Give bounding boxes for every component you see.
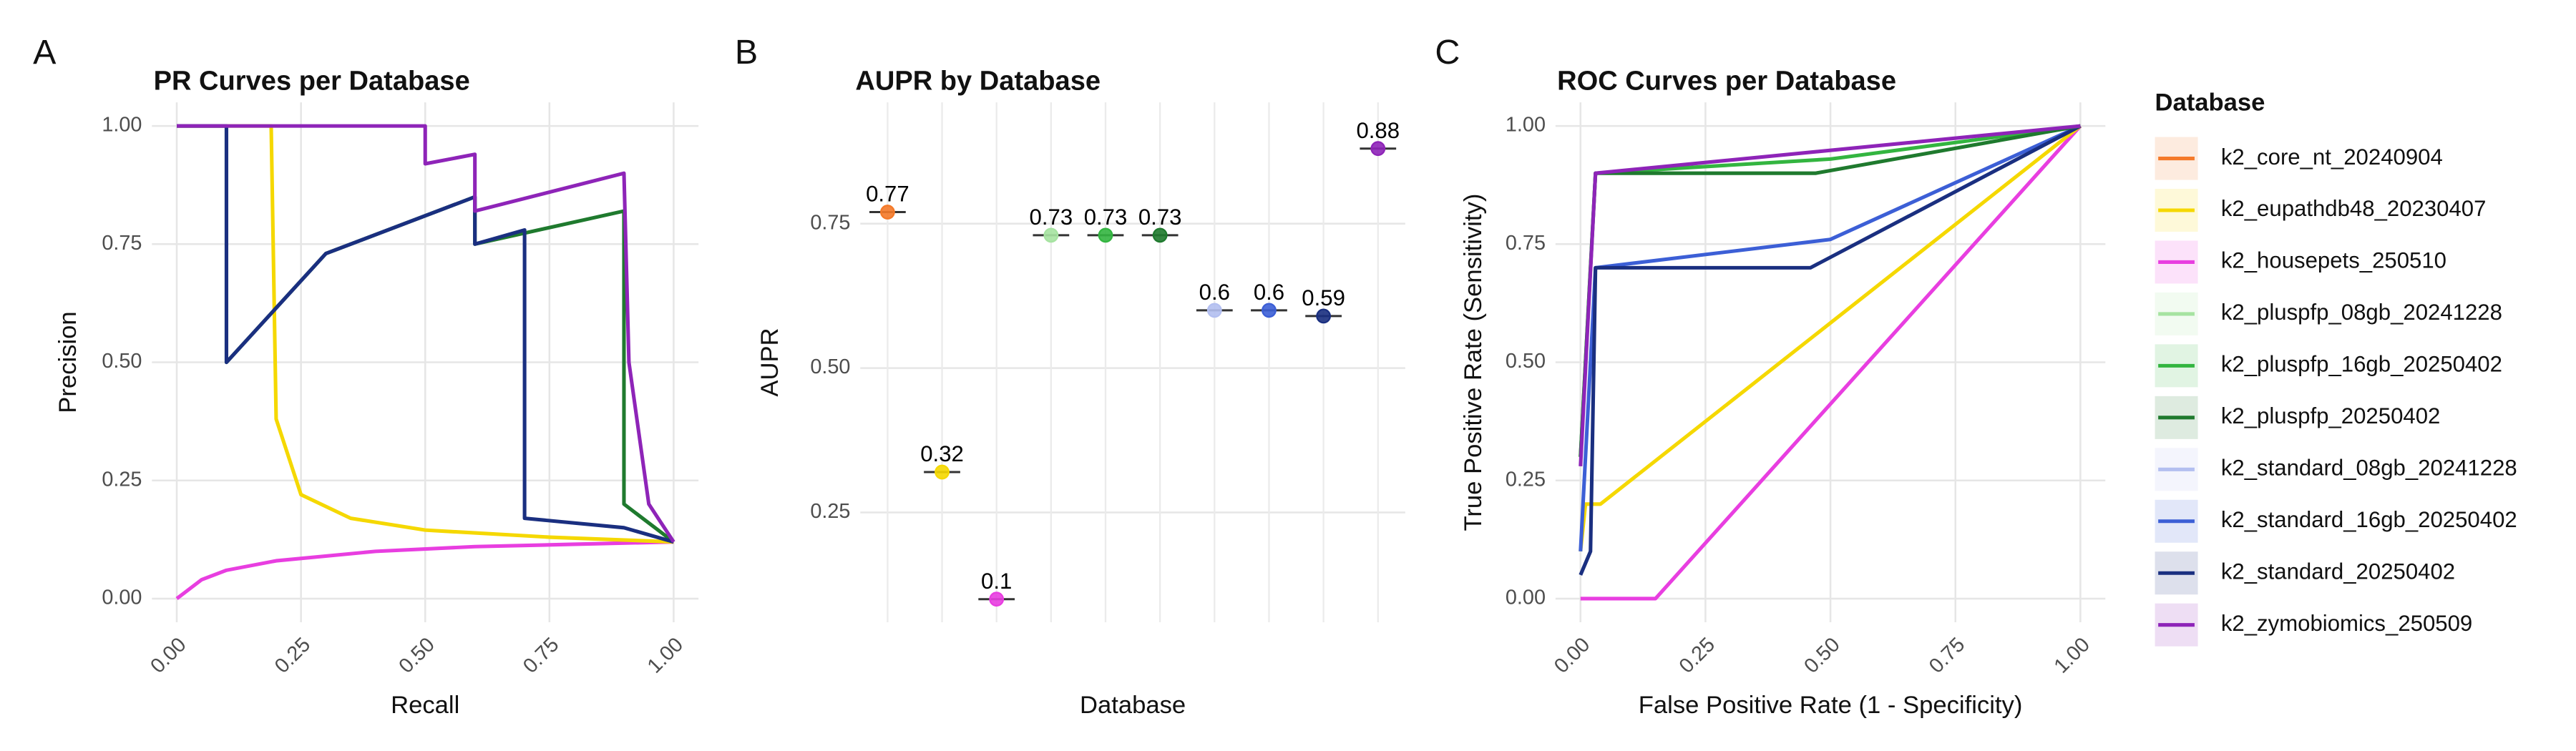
- curve: [177, 124, 675, 544]
- value-label: 0.59: [1302, 285, 1345, 310]
- panel-title: AUPR by Database: [855, 66, 1101, 96]
- value-label: 0.73: [1138, 205, 1182, 230]
- legend-label: k2_pluspfp_08gb_20241228: [2221, 300, 2502, 325]
- y-tick-label: 0.00: [102, 586, 142, 609]
- y-tick-label: 0.75: [810, 211, 850, 234]
- y-tick-label: 1.00: [1506, 114, 1546, 137]
- x-axis-label: Recall: [391, 692, 459, 719]
- value-label: 0.1: [981, 569, 1012, 594]
- legend-label: k2_pluspfp_16gb_20250402: [2221, 352, 2502, 377]
- curve: [177, 124, 675, 544]
- value-label: 0.88: [1356, 118, 1400, 143]
- legend-label: k2_housepets_250510: [2221, 248, 2446, 273]
- legend-label: k2_standard_16gb_20250402: [2221, 507, 2517, 532]
- point: [989, 592, 1005, 607]
- legend-label: k2_pluspfp_20250402: [2221, 403, 2441, 428]
- legend-label: k2_zymobiomics_250509: [2221, 611, 2472, 636]
- y-tick-label: 0.75: [1506, 232, 1546, 255]
- curve: [175, 540, 674, 600]
- legend-label: k2_standard_20250402: [2221, 559, 2455, 584]
- y-axis-label: True Positive Rate (Sensitivity): [1460, 194, 1487, 531]
- x-axis-label: Database: [1080, 692, 1186, 719]
- y-tick-label: 0.50: [810, 355, 850, 378]
- y-tick-label: 0.50: [1506, 350, 1546, 373]
- y-tick-label: 0.50: [102, 350, 142, 373]
- value-label: 0.73: [1030, 205, 1073, 230]
- y-tick-label: 0.25: [102, 468, 142, 491]
- point: [1316, 308, 1331, 324]
- legend-title: Database: [2155, 89, 2265, 117]
- y-tick-label: 0.75: [102, 232, 142, 255]
- curve: [177, 124, 674, 544]
- y-tick-label: 0.25: [1506, 468, 1546, 491]
- value-label: 0.77: [866, 182, 909, 207]
- point: [1152, 227, 1168, 243]
- point: [1206, 303, 1222, 318]
- legend-label: k2_core_nt_20240904: [2221, 144, 2443, 170]
- panel-letter: A: [33, 33, 57, 72]
- panel-letter: C: [1435, 33, 1460, 72]
- panel-title: ROC Curves per Database: [1557, 66, 1896, 96]
- panel-letter: B: [735, 33, 758, 72]
- point: [1043, 227, 1059, 243]
- y-tick-label: 0.00: [1506, 586, 1546, 609]
- point: [1262, 303, 1277, 318]
- point: [879, 205, 895, 220]
- x-axis-label: False Positive Rate (1 - Specificity): [1639, 692, 2023, 719]
- curve: [1579, 124, 2082, 576]
- legend-label: k2_standard_08gb_20241228: [2221, 456, 2517, 481]
- value-label: 0.6: [1199, 280, 1230, 305]
- curve: [1579, 124, 2081, 467]
- value-label: 0.6: [1254, 280, 1284, 305]
- point: [1098, 227, 1113, 243]
- legend-label: k2_eupathdb48_20230407: [2221, 196, 2487, 221]
- panel-title: PR Curves per Database: [154, 66, 470, 96]
- y-axis-label: Precision: [54, 311, 82, 413]
- point: [1370, 141, 1386, 157]
- curve: [1579, 124, 2082, 552]
- curve: [1580, 124, 2082, 601]
- point: [935, 464, 950, 480]
- y-axis-label: AUPR: [756, 328, 784, 396]
- y-tick-label: 0.25: [810, 500, 850, 523]
- value-label: 0.32: [920, 441, 964, 466]
- value-label: 0.73: [1084, 205, 1128, 230]
- y-tick-label: 1.00: [102, 114, 142, 137]
